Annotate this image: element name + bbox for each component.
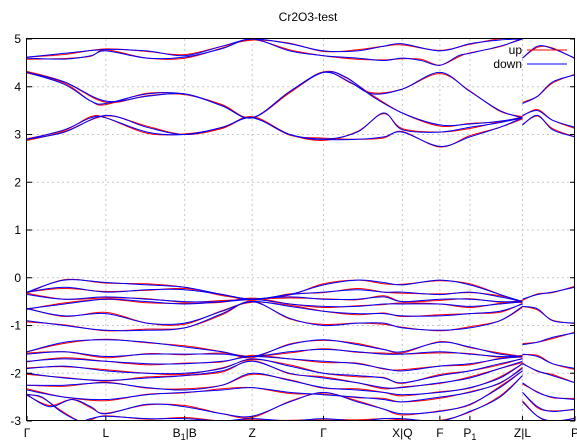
band-down bbox=[523, 354, 576, 368]
y-tick-label: 2 bbox=[14, 175, 21, 189]
band-down bbox=[27, 39, 523, 57]
legend: up down bbox=[493, 43, 567, 71]
x-tick-label: Γ bbox=[320, 426, 327, 440]
band-down bbox=[27, 39, 523, 65]
x-tick-label: Γ bbox=[24, 426, 31, 440]
band-up bbox=[27, 71, 523, 126]
x-tick-label: P1 bbox=[463, 426, 476, 441]
band-up bbox=[523, 74, 576, 102]
y-tick-label: 0 bbox=[14, 271, 21, 285]
band-down bbox=[27, 356, 523, 371]
y-tick-label: 4 bbox=[14, 80, 21, 94]
band-down bbox=[27, 359, 523, 383]
y-tick-label: 1 bbox=[14, 223, 21, 237]
band-up bbox=[523, 392, 576, 411]
band-up bbox=[27, 72, 523, 118]
legend-label-down: down bbox=[493, 57, 522, 71]
band-up bbox=[523, 46, 576, 58]
band-up bbox=[27, 371, 523, 418]
legend-label-up: up bbox=[509, 43, 523, 57]
band-up bbox=[523, 306, 576, 323]
x-tick-label: Z|L bbox=[514, 426, 531, 440]
grid bbox=[27, 39, 575, 421]
x-tick-label: B1|B bbox=[173, 426, 197, 441]
band-down bbox=[27, 72, 523, 118]
y-tick-label: -3 bbox=[10, 414, 21, 428]
x-tick-label: P bbox=[571, 426, 577, 440]
y-tick-label: 3 bbox=[14, 128, 21, 142]
band-up bbox=[27, 301, 523, 331]
band-down bbox=[27, 371, 523, 417]
x-tick-label: L bbox=[102, 426, 109, 440]
x-tick-label: Z bbox=[249, 426, 256, 440]
band-up bbox=[523, 286, 576, 300]
band-up bbox=[27, 367, 523, 402]
x-tick-label: F bbox=[436, 426, 443, 440]
x-tick-label: X|Q bbox=[392, 426, 412, 440]
band-down bbox=[27, 72, 523, 126]
y-tick-label: -2 bbox=[10, 366, 21, 380]
band-down bbox=[27, 302, 523, 331]
y-tick-label: 5 bbox=[14, 32, 21, 46]
chart-title: Cr2O3-test bbox=[279, 10, 338, 24]
band-down bbox=[523, 306, 576, 323]
y-tick-label: -1 bbox=[10, 319, 21, 333]
